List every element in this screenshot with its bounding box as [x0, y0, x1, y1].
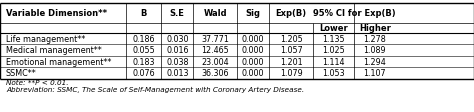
Text: Lower: Lower	[319, 24, 348, 33]
Text: 0.000: 0.000	[242, 69, 264, 78]
Text: 1.079: 1.079	[280, 69, 302, 78]
Text: 1.294: 1.294	[364, 57, 386, 66]
Text: 1.114: 1.114	[322, 57, 345, 66]
Text: 1.053: 1.053	[322, 69, 345, 78]
Text: 23.004: 23.004	[201, 57, 229, 66]
Text: B: B	[140, 9, 146, 18]
Text: 0.038: 0.038	[166, 57, 189, 66]
Text: 0.076: 0.076	[132, 69, 155, 78]
Text: 1.089: 1.089	[364, 46, 386, 55]
Text: Higher: Higher	[359, 24, 391, 33]
Text: 0.000: 0.000	[242, 46, 264, 55]
Text: 0.016: 0.016	[166, 46, 189, 55]
Text: 0.183: 0.183	[132, 57, 155, 66]
Text: S.E: S.E	[170, 9, 185, 18]
Text: 1.107: 1.107	[364, 69, 386, 78]
Text: Sig: Sig	[246, 9, 261, 18]
Text: 1.057: 1.057	[280, 46, 302, 55]
Text: Emotional management**: Emotional management**	[6, 57, 111, 66]
Text: Exp(B): Exp(B)	[275, 9, 307, 18]
Text: Life management**: Life management**	[6, 34, 85, 43]
Text: 1.278: 1.278	[364, 34, 386, 43]
Text: 0.030: 0.030	[166, 34, 189, 43]
Text: 1.135: 1.135	[322, 34, 345, 43]
Text: 1.201: 1.201	[280, 57, 302, 66]
Text: Note: **P < 0.01.: Note: **P < 0.01.	[6, 79, 69, 85]
Text: 36.306: 36.306	[201, 69, 229, 78]
Text: 0.013: 0.013	[166, 69, 189, 78]
Text: 1.205: 1.205	[280, 34, 302, 43]
Text: 0.055: 0.055	[132, 46, 155, 55]
Text: Medical management**: Medical management**	[6, 46, 102, 55]
Text: SSMC**: SSMC**	[6, 69, 37, 78]
Text: Variable Dimension**: Variable Dimension**	[6, 9, 107, 18]
Text: Abbreviation: SSMC, The Scale of Self-Management with Coronary Artery Disease.: Abbreviation: SSMC, The Scale of Self-Ma…	[6, 86, 304, 92]
Text: Wald: Wald	[203, 9, 227, 18]
Text: 1.025: 1.025	[322, 46, 345, 55]
Text: 0.186: 0.186	[132, 34, 155, 43]
Text: 95% CI for Exp(B): 95% CI for Exp(B)	[313, 9, 395, 18]
Text: 37.771: 37.771	[201, 34, 229, 43]
Text: 0.000: 0.000	[242, 57, 264, 66]
Text: 0.000: 0.000	[242, 34, 264, 43]
Text: 12.465: 12.465	[201, 46, 229, 55]
